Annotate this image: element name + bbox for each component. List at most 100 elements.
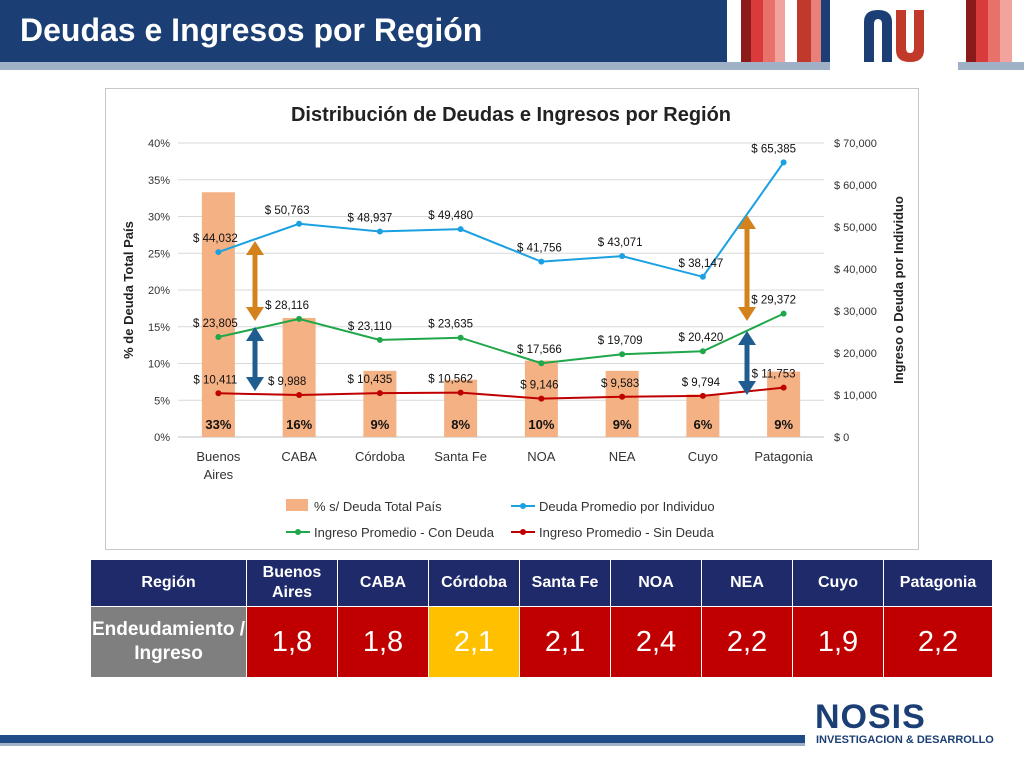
y-tick-label: 25% [148, 248, 170, 260]
series-data-label: $ 9,794 [682, 377, 721, 389]
series-data-label: $ 11,753 [752, 369, 796, 381]
table-header-cell: Córdoba [428, 559, 520, 607]
header-bar: Deudas e Ingresos por Región [0, 0, 1024, 70]
series-data-label: $ 9,583 [601, 378, 639, 390]
header-stripe [785, 0, 797, 62]
legend-label: Ingreso Promedio - Sin Deuda [539, 525, 715, 540]
header-stripe [751, 0, 763, 62]
series-data-label: $ 43,071 [598, 237, 643, 249]
bar [605, 370, 639, 437]
series-data-label: $ 9,988 [268, 376, 306, 388]
series-point [376, 336, 383, 343]
series-data-label: $ 49,480 [428, 210, 473, 222]
y-tick-label: 20% [148, 285, 170, 297]
y-tick-label: 5% [154, 395, 170, 407]
series-data-label: $ 65,385 [751, 143, 796, 155]
legend-swatch [520, 529, 526, 535]
x-tick-label: Cuyo [688, 449, 718, 464]
y-tick-label: 30% [148, 212, 170, 224]
chart-frame: Distribución de Deudas e Ingresos por Re… [105, 88, 919, 550]
y2-tick-label: $ 50,000 [834, 222, 877, 234]
y2-tick-label: $ 70,000 [834, 138, 877, 150]
bar-label: 9% [370, 417, 389, 432]
series-point [699, 273, 706, 280]
series-point [457, 226, 464, 233]
x-tick-label: Patagonia [754, 449, 813, 464]
y-tick-label: 35% [148, 175, 170, 187]
series-point [376, 228, 383, 235]
double-arrow-icon [738, 215, 756, 321]
chart-title: Distribución de Deudas e Ingresos por Re… [291, 104, 731, 126]
y-tick-label: 15% [148, 322, 170, 334]
series-point [780, 310, 787, 317]
series-point [215, 334, 222, 341]
series-data-label: $ 10,562 [428, 374, 473, 386]
series-data-label: $ 48,937 [347, 212, 392, 224]
bar-label: 6% [693, 417, 712, 432]
series-point [699, 348, 706, 355]
y2-tick-label: $ 0 [834, 432, 849, 444]
bar-label: 9% [774, 417, 793, 432]
table-cell: 1,9 [792, 606, 884, 678]
series-point [619, 253, 626, 260]
bar-label: 8% [451, 417, 470, 432]
table-cell: 2,4 [610, 606, 702, 678]
x-tick-label: NOA [527, 449, 556, 464]
series-point [619, 393, 626, 400]
bar-label: 9% [613, 417, 632, 432]
logo-box [830, 0, 958, 70]
table-header-cell: CABA [337, 559, 429, 607]
series-data-label: $ 10,435 [347, 374, 392, 386]
legend-swatch [520, 503, 526, 509]
table-cell: 1,8 [246, 606, 338, 678]
series-data-label: $ 23,110 [348, 321, 392, 333]
y-tick-label: 40% [148, 138, 170, 150]
bar [201, 192, 235, 437]
series-data-label: $ 38,147 [678, 258, 723, 270]
header-stripe [763, 0, 775, 62]
y-tick-label: 10% [148, 359, 170, 371]
series-point [780, 159, 787, 166]
series-line [218, 161, 785, 278]
series-point [699, 392, 706, 399]
table-header-cell: Patagonia [883, 559, 993, 607]
series-data-label: $ 19,709 [598, 335, 643, 347]
series-point [215, 249, 222, 256]
bar [444, 379, 478, 437]
series-line [218, 312, 785, 365]
double-arrow-icon [738, 331, 756, 395]
series-point [780, 384, 787, 391]
series-data-label: $ 29,372 [751, 295, 796, 307]
bar-label: 10% [528, 417, 554, 432]
bar-label: 16% [286, 417, 312, 432]
header-stripe [976, 0, 988, 62]
series-data-label: $ 23,805 [193, 318, 238, 330]
header-stripe [1012, 0, 1024, 62]
table-row-label: Endeudamiento / Ingreso [90, 606, 247, 678]
legend-swatch [295, 529, 301, 535]
chart: Distribución de Deudas e Ingresos por Re… [121, 104, 906, 540]
table-cell: 2,2 [701, 606, 793, 678]
header-stripe [727, 0, 741, 62]
series-data-label: $ 9,146 [520, 380, 558, 392]
series-point [538, 360, 545, 367]
header-stripe [966, 0, 976, 62]
series-point [296, 392, 303, 399]
double-arrow-icon [246, 327, 264, 391]
y2-tick-label: $ 20,000 [834, 348, 877, 360]
y-axis-label: % de Deuda Total País [121, 221, 136, 359]
table-row: Endeudamiento / Ingreso 1,8 1,8 2,1 2,1 … [90, 606, 993, 678]
footer-bar-accent [0, 743, 805, 746]
series-point [296, 315, 303, 322]
bar [686, 394, 720, 437]
table-cell: 2,2 [883, 606, 993, 678]
series-data-label: $ 10,411 [193, 374, 237, 386]
page-title: Deudas e Ingresos por Región [20, 12, 483, 48]
legend-label: Ingreso Promedio - Con Deuda [314, 525, 495, 540]
bar-label: 33% [205, 417, 231, 432]
header-stripe [958, 0, 966, 62]
table-header-cell: Buenos Aires [246, 559, 338, 607]
table-header-cell: Santa Fe [519, 559, 611, 607]
footer-bar [0, 735, 805, 743]
series-data-label: $ 23,635 [428, 319, 473, 331]
